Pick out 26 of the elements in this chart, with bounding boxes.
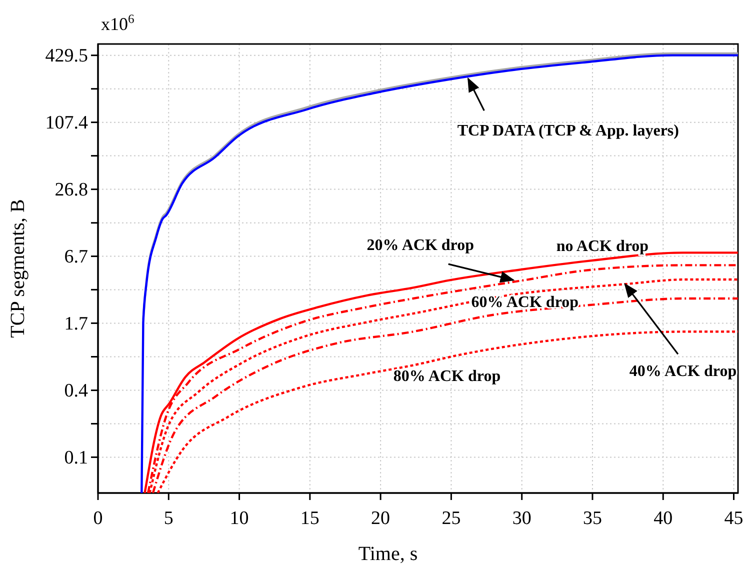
annotation: 40% ACK drop (629, 362, 737, 380)
y-tick-label: 6.7 (64, 246, 88, 268)
y-tick-label: 107.4 (45, 112, 88, 134)
y-tick-label: 26.8 (54, 179, 88, 200)
x-tick-label: 35 (582, 508, 602, 529)
y-tick-label: 429.5 (45, 45, 88, 66)
x-tick-label: 10 (230, 508, 249, 529)
annotation: 20% ACK drop (366, 236, 474, 254)
annotation: 60% ACK drop (471, 294, 579, 311)
x-tick-label: 30 (512, 508, 532, 529)
y-tick-label: 1.7 (64, 313, 88, 334)
y-tick-label: 0.1 (64, 447, 88, 468)
text: x10$^{6}$ (101, 12, 134, 34)
x-axis-title: Time, s (358, 543, 418, 565)
x-tick-label: 0 (93, 508, 103, 529)
annotation: no ACK drop (556, 238, 649, 255)
x-tick-label: 5 (164, 508, 174, 529)
x-tick-label: 15 (300, 508, 320, 529)
y-tick-label: 0.4 (64, 380, 88, 402)
annotation: 80% ACK drop (393, 368, 501, 385)
annotation: TCP DATA (TCP & App. layers) (457, 122, 679, 140)
x-tick-label: 25 (442, 508, 461, 529)
x-tick-label: 40 (654, 508, 673, 529)
y-axis-title: TCP segments, B (7, 199, 29, 338)
x-tick-label: 20 (371, 508, 390, 529)
x-tick-label: 45 (724, 508, 744, 529)
